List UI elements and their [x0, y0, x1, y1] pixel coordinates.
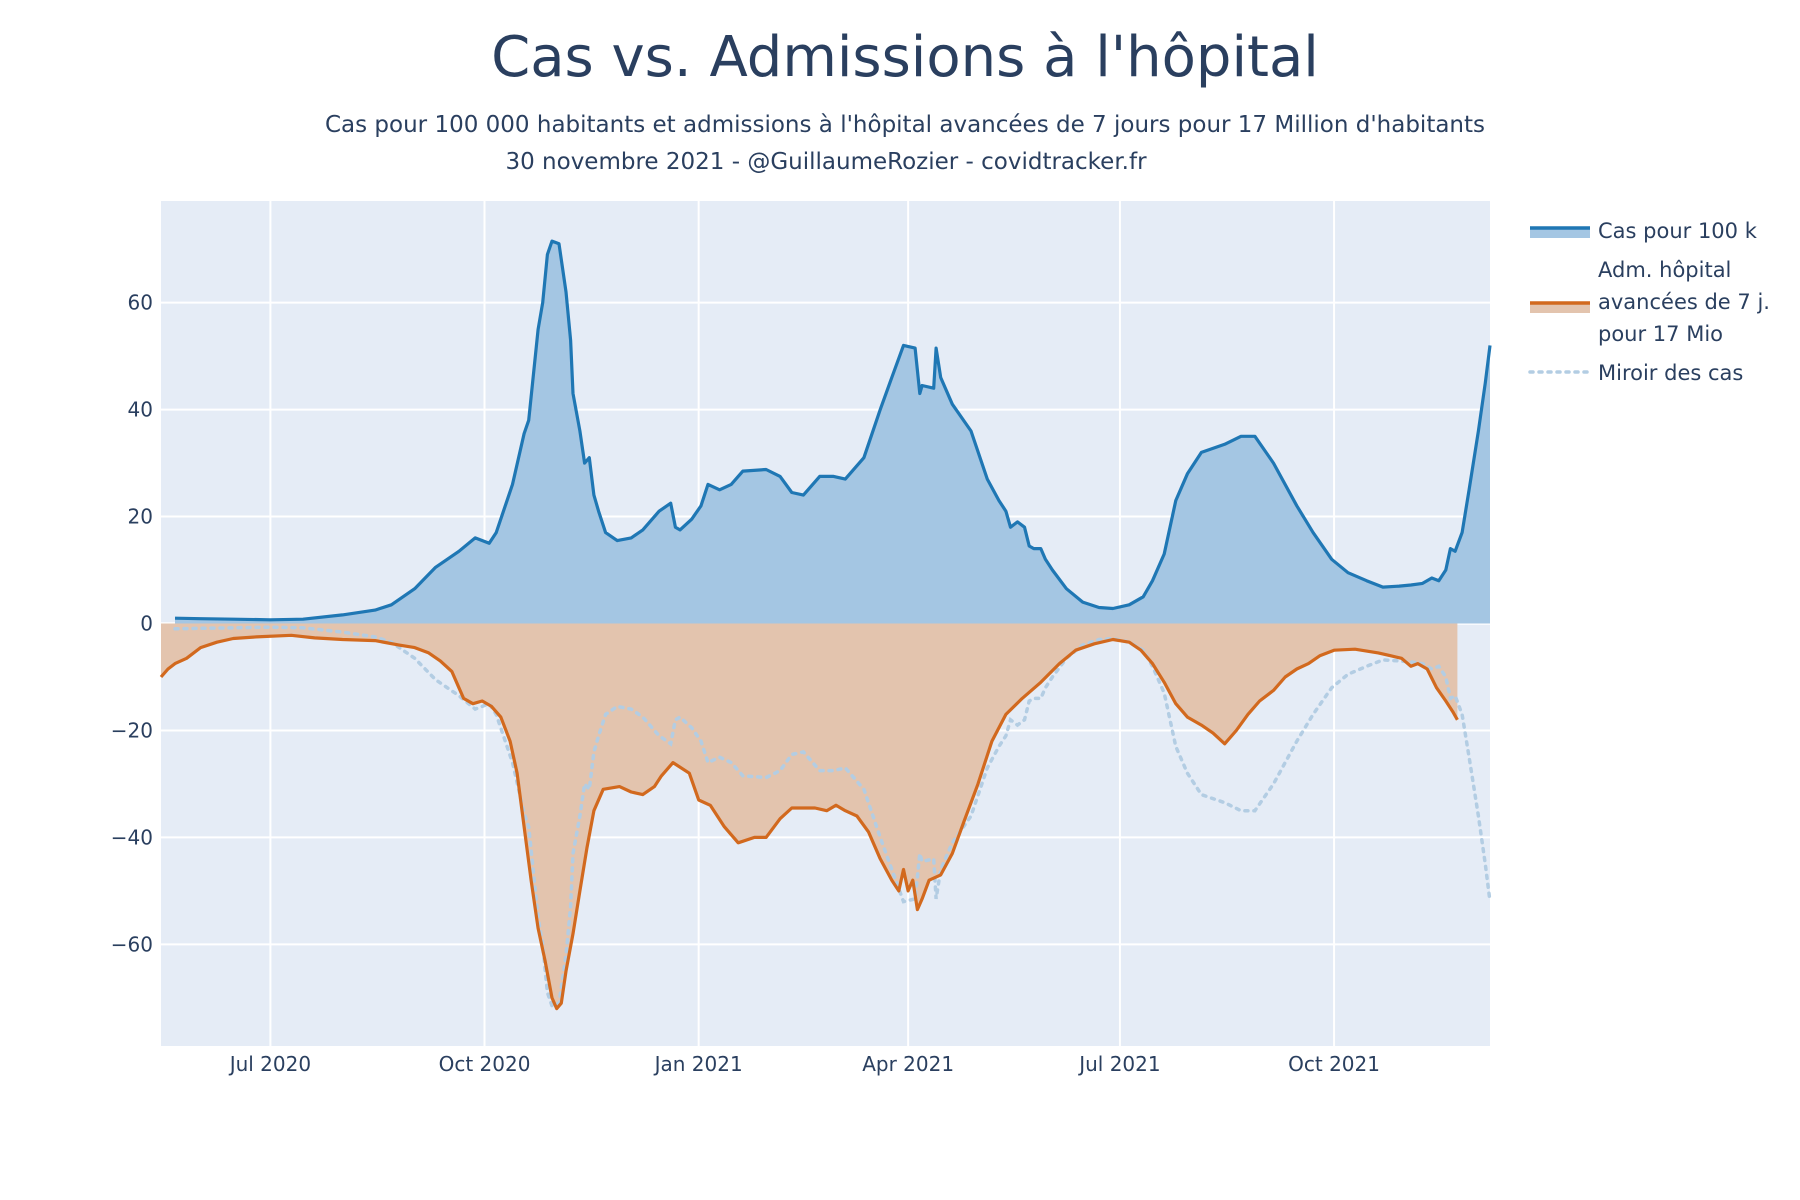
legend-label-mirror: Miroir des cas: [1598, 361, 1743, 385]
legend-label-hospital: pour 17 Mio: [1598, 322, 1723, 346]
axis-ticks: Jul 2020 Oct 2020 Jan 2021 Apr 2021 Jul 2021…: [111, 291, 1380, 1076]
x-tick-label: Jan 2021: [653, 1052, 743, 1076]
chart-subtitle-line2: 30 novembre 2021 - @GuillaumeRozier - co…: [505, 149, 1147, 175]
legend-label-cases: Cas pour 100 k: [1598, 219, 1758, 243]
x-tick-label: Oct 2020: [439, 1052, 531, 1076]
x-tick-label: Apr 2021: [862, 1052, 954, 1076]
x-tick-label: Jul 2021: [1077, 1052, 1160, 1076]
y-tick-label: −20: [111, 718, 153, 742]
y-tick-label: 20: [128, 505, 153, 529]
legend: Cas pour 100 k Adm. hôpital avancées de 7 …: [1528, 219, 1770, 385]
x-tick-label: Jul 2020: [228, 1052, 311, 1076]
y-tick-label: 40: [128, 398, 153, 422]
plot-area: Jul 2020 Oct 2020 Jan 2021 Apr 2021 Jul 2021…: [111, 201, 1492, 1076]
hospital-area: [161, 623, 1458, 1009]
legend-swatch-hospital-fill: [1530, 303, 1590, 313]
chart-title: Cas vs. Admissions à l'hôpital: [491, 25, 1319, 90]
legend-label-hospital: avancées de 7 j.: [1598, 290, 1770, 314]
chart-subtitle-line1: Cas pour 100 000 habitants et admissions…: [325, 112, 1485, 138]
y-tick-label: 60: [128, 291, 153, 315]
y-tick-label: −40: [111, 825, 153, 849]
y-tick-label: 0: [140, 612, 153, 636]
cases-area: [175, 241, 1490, 624]
legend-label-hospital: Adm. hôpital: [1598, 258, 1731, 282]
hospital-line: [159, 633, 1459, 1011]
cases-line: [174, 239, 1492, 622]
x-tick-label: Oct 2021: [1288, 1052, 1380, 1076]
y-tick-label: −60: [111, 932, 153, 956]
legend-swatch-cases-fill: [1530, 228, 1590, 238]
